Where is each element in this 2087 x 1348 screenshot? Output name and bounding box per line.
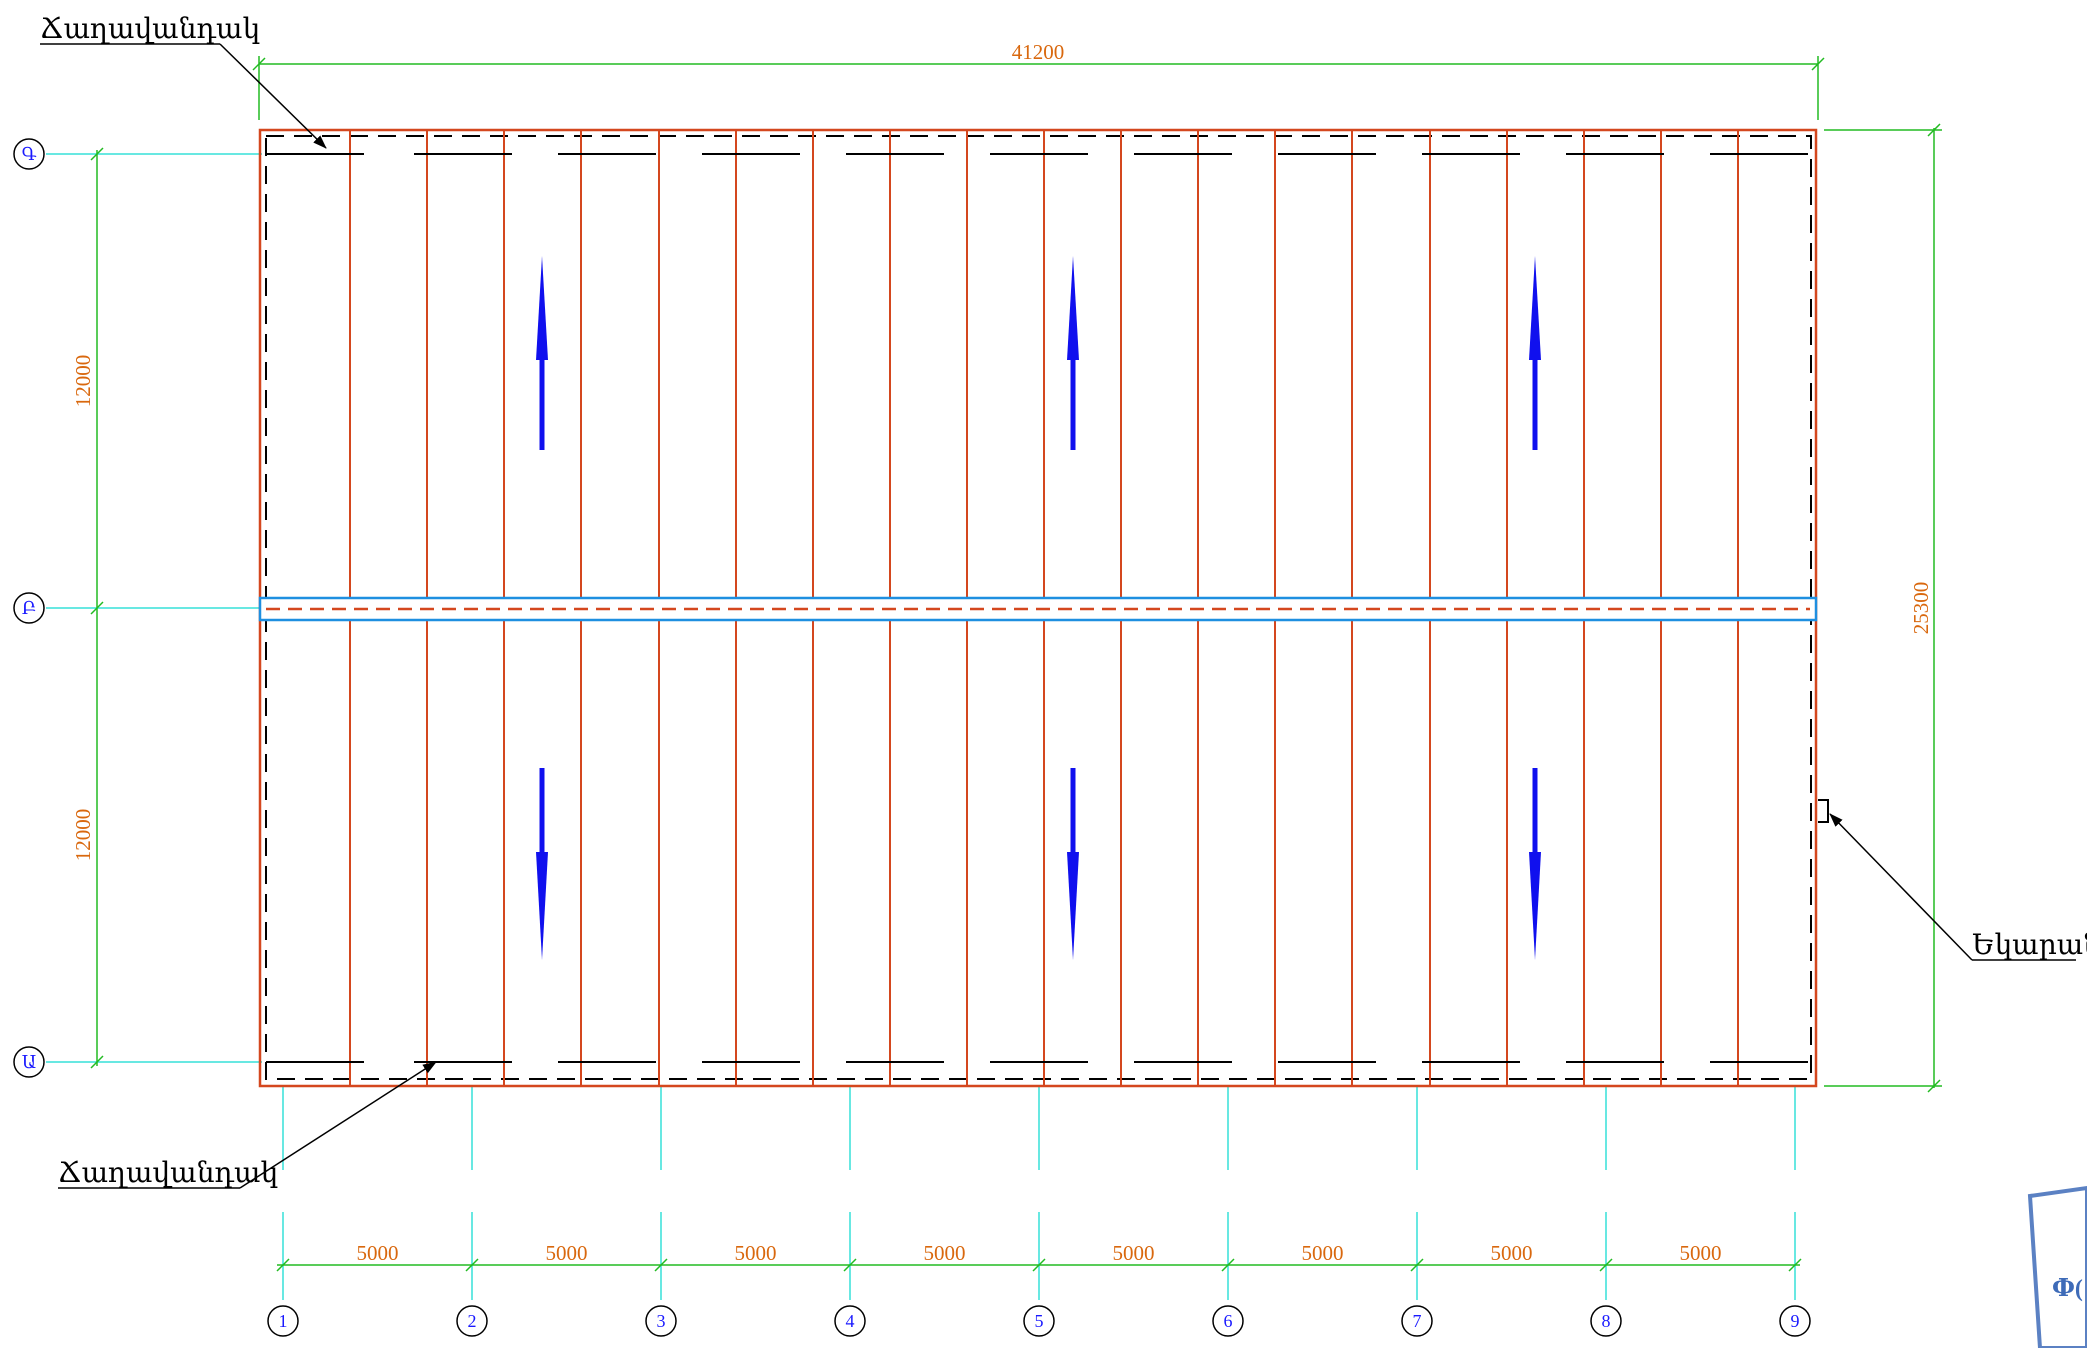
bay-upper-label: 12000: [71, 355, 95, 408]
svg-text:Բ: Բ: [22, 598, 37, 618]
slope-arrow-up-2: [1067, 256, 1079, 450]
dimension-tick: [1221, 1258, 1235, 1272]
dimension-tick: [1032, 1258, 1046, 1272]
span-label: 5000: [735, 1241, 777, 1265]
svg-text:Գ: Գ: [22, 144, 37, 164]
overall-width-label: 41200: [1012, 40, 1065, 64]
column-bubble-9: 9: [1779, 1305, 1811, 1337]
span-label: 5000: [1491, 1241, 1533, 1265]
callout-top-left: Ճաղավանդակ: [40, 14, 327, 149]
overall-height-label: 25300: [1909, 582, 1933, 635]
callout-bottom-left: Ճաղավանդակ: [58, 1061, 437, 1189]
row-bubble-a: Ա: [13, 1046, 45, 1078]
right-dimension: [1824, 123, 1942, 1093]
top-dimension: [252, 56, 1825, 120]
svg-text:6: 6: [1224, 1311, 1233, 1331]
bottom-dimension: [276, 1258, 1802, 1272]
row-bubbles: Գ Բ Ա: [13, 138, 45, 1078]
slope-arrows: [536, 256, 1541, 960]
callout-bottom-left-label: Ճաղավանդակ: [58, 1158, 278, 1189]
svg-text:2: 2: [468, 1311, 477, 1331]
span-label: 5000: [357, 1241, 399, 1265]
span-label: 5000: [1302, 1241, 1344, 1265]
stamp: Փ(: [2027, 1185, 2087, 1348]
dimension-tick: [1599, 1258, 1613, 1272]
dimension-tick: [465, 1258, 479, 1272]
svg-text:7: 7: [1413, 1311, 1422, 1331]
callout-right-label: Եկարան: [1972, 930, 2087, 961]
column-bubbles: 1 2 3 4 5 6 7 8 9: [267, 1305, 1811, 1337]
dimension-tick: [1788, 1258, 1802, 1272]
column-bubble-7: 7: [1401, 1305, 1433, 1337]
svg-text:5: 5: [1035, 1311, 1044, 1331]
span-label: 5000: [1113, 1241, 1155, 1265]
slope-arrow-down-3: [1529, 768, 1541, 960]
column-bubble-2: 2: [456, 1305, 488, 1337]
drain-symbol: [1818, 799, 1829, 823]
column-bubble-8: 8: [1590, 1305, 1622, 1337]
svg-text:9: 9: [1791, 1311, 1800, 1331]
purlin-lines: [349, 130, 1739, 1086]
column-bubble-6: 6: [1212, 1305, 1244, 1337]
row-bubble-g: Գ: [13, 138, 45, 170]
svg-text:3: 3: [657, 1311, 666, 1331]
column-bubble-1: 1: [267, 1305, 299, 1337]
svg-text:1: 1: [279, 1311, 288, 1331]
svg-text:8: 8: [1602, 1311, 1611, 1331]
callout-top-left-label: Ճաղավանդակ: [40, 14, 260, 45]
column-bubble-4: 4: [834, 1305, 866, 1337]
column-bubble-5: 5: [1023, 1305, 1055, 1337]
dimension-tick: [843, 1258, 857, 1272]
stamp-text: Փ(: [2052, 1276, 2083, 1302]
dimension-tick: [276, 1258, 290, 1272]
dimension-tick: [654, 1258, 668, 1272]
dimension-tick: [1410, 1258, 1424, 1272]
svg-text:Ա: Ա: [22, 1052, 37, 1072]
svg-text:4: 4: [846, 1311, 855, 1331]
column-bubble-3: 3: [645, 1305, 677, 1337]
callout-right: Եկարան: [1829, 813, 2087, 961]
span-label: 5000: [546, 1241, 588, 1265]
grid-lines: [46, 153, 1796, 1300]
slope-arrow-down-1: [536, 768, 548, 960]
slope-arrow-up-1: [536, 256, 548, 450]
span-label: 5000: [1680, 1241, 1722, 1265]
row-bubble-b: Բ: [13, 592, 45, 624]
slope-arrow-up-3: [1529, 256, 1541, 450]
bay-lower-label: 12000: [71, 809, 95, 862]
left-dimension: [90, 147, 104, 1069]
span-labels: 5000 5000 5000 5000 5000 5000 5000 5000: [357, 1241, 1722, 1265]
span-label: 5000: [924, 1241, 966, 1265]
slope-arrow-down-2: [1067, 768, 1079, 960]
